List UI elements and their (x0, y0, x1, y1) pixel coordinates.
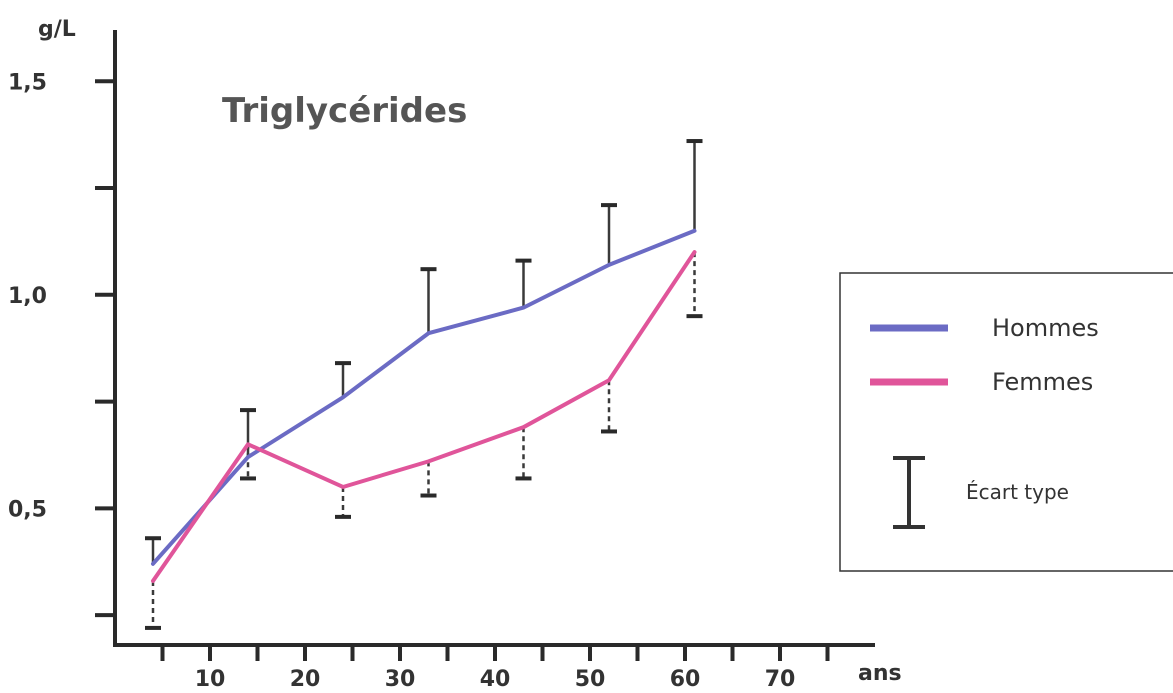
y-tick-label: 0,5 (8, 497, 47, 522)
series-line-femmes (151, 250, 697, 583)
legend-box (839, 272, 1173, 572)
x-axis-unit: ans (858, 661, 902, 686)
legend-label-hommes: Hommes (992, 314, 1099, 342)
series-lines (151, 228, 697, 583)
legend-label-femmes: Femmes (992, 368, 1093, 396)
chart-title: Triglycérides (222, 91, 467, 131)
y-tick-label: 1,0 (8, 284, 47, 309)
x-tick-label: 30 (385, 667, 416, 692)
series-line-hommes (151, 228, 697, 566)
y-tick-label: 1,5 (8, 70, 47, 95)
error-bars (145, 139, 703, 630)
x-tick-label: 70 (765, 667, 796, 692)
x-tick-label: 20 (290, 667, 321, 692)
x-tick-label: 60 (670, 667, 701, 692)
legend: Hommes Femmes Écart type (839, 272, 1173, 572)
x-tick-label: 50 (575, 667, 606, 692)
y-axis-unit: g/L (38, 17, 76, 42)
x-tick-label: 10 (195, 667, 226, 692)
legend-label-ecart-type: Écart type (966, 480, 1069, 504)
x-tick-label: 40 (480, 667, 511, 692)
axes: 0,5 1,0 1,5 10 20 30 40 50 60 70 (8, 30, 875, 692)
